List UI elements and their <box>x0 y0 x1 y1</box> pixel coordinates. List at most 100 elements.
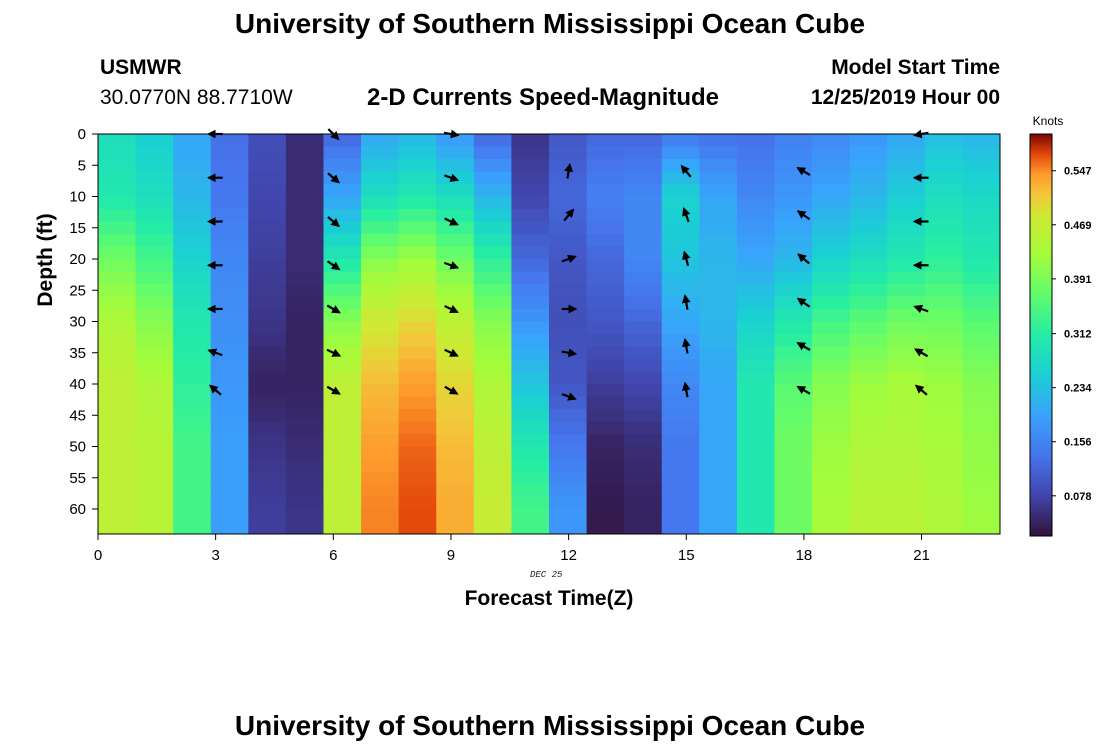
heatmap-cell <box>511 421 550 435</box>
heatmap-cell <box>248 396 287 410</box>
heatmap-cell <box>248 159 287 172</box>
heatmap-cell <box>98 234 137 247</box>
heatmap-cell <box>436 234 475 247</box>
heatmap-cell <box>361 334 400 347</box>
heatmap-cell <box>812 496 851 510</box>
heatmap-cell <box>736 196 775 210</box>
heatmap-cell <box>586 134 625 147</box>
heatmap-cell <box>924 371 963 385</box>
heatmap-cell <box>812 396 851 410</box>
heatmap-cell <box>812 359 851 372</box>
heatmap-cell <box>736 409 775 422</box>
heatmap-cell <box>473 171 512 185</box>
heatmap-cell <box>549 334 588 347</box>
heatmap-cell <box>962 221 1001 235</box>
heatmap-cell <box>887 234 926 247</box>
heatmap-cell <box>774 321 813 335</box>
heatmap-cell <box>135 484 174 497</box>
heatmap-cell <box>549 296 588 310</box>
heatmap-cell <box>248 359 287 372</box>
current-vector-arrow <box>913 304 929 314</box>
heatmap-cell <box>173 509 212 522</box>
heatmap-cell <box>98 471 137 485</box>
heatmap-cell <box>135 296 174 310</box>
heatmap-cell <box>586 184 625 197</box>
heatmap-cell <box>586 496 625 510</box>
colorbar-tick-label: 0.234 <box>1064 383 1092 395</box>
heatmap-cell <box>511 459 550 472</box>
heatmap-cell <box>924 446 963 460</box>
heatmap-cell <box>962 321 1001 335</box>
heatmap-cell <box>549 134 588 147</box>
current-vector-arrow <box>913 348 929 358</box>
heatmap-cell <box>210 409 249 422</box>
heatmap-cell <box>849 284 888 297</box>
heatmap-cell <box>173 346 212 360</box>
heatmap-cell <box>173 371 212 385</box>
heatmap-cell <box>98 146 137 160</box>
heatmap-cell <box>774 459 813 472</box>
heatmap-cell <box>549 246 588 260</box>
heatmap-cell <box>586 296 625 310</box>
current-vector-arrow <box>914 384 928 396</box>
heatmap-cell <box>398 271 437 285</box>
heatmap-cell <box>699 171 738 185</box>
heatmap-cell <box>398 234 437 247</box>
heatmap-cell <box>624 371 663 385</box>
heatmap-cell <box>586 359 625 372</box>
heatmap-cell <box>210 259 249 272</box>
heatmap-cell <box>924 496 963 510</box>
heatmap-cell <box>962 371 1001 385</box>
heatmap-cell <box>699 159 738 172</box>
heatmap-cell <box>398 146 437 160</box>
page-title-repeat: University of Southern Mississippi Ocean… <box>234 710 866 741</box>
heatmap-cell <box>173 434 212 447</box>
heatmap-cell <box>361 221 400 235</box>
heatmap-cell <box>849 446 888 460</box>
heatmap-cell <box>473 484 512 497</box>
heatmap-cell <box>285 171 324 185</box>
heatmap-cell <box>361 471 400 485</box>
heatmap-cell <box>323 496 362 510</box>
heatmap-cell <box>98 396 137 410</box>
heatmap-cell <box>511 309 550 322</box>
heatmap-cell <box>398 209 437 222</box>
x-axis-label: Forecast Time(Z) <box>465 587 634 610</box>
heatmap-cell <box>285 234 324 247</box>
heatmap-cell <box>812 346 851 360</box>
heatmap-cell <box>661 384 700 397</box>
y-tick-label: 0 <box>78 126 86 143</box>
heatmap-cell <box>624 496 663 510</box>
y-tick-label: 45 <box>69 407 86 424</box>
heatmap-cell <box>661 296 700 310</box>
heatmap-cell <box>924 259 963 272</box>
heatmap-cell <box>699 259 738 272</box>
heatmap-cell <box>436 471 475 485</box>
heatmap-cell <box>285 221 324 235</box>
heatmap-cell <box>173 271 212 285</box>
heatmap-cell <box>887 434 926 447</box>
heatmap-cell <box>135 321 174 335</box>
heatmap-cell <box>323 221 362 235</box>
heatmap-cell <box>624 159 663 172</box>
heatmap-cell <box>173 521 212 535</box>
heatmap-cell <box>624 134 663 147</box>
heatmap-cell <box>661 234 700 247</box>
heatmap-cell <box>774 384 813 397</box>
heatmap-cell <box>736 371 775 385</box>
y-tick-label: 10 <box>69 189 86 206</box>
heatmap-cell <box>962 296 1001 310</box>
heatmap-cell <box>210 284 249 297</box>
heatmap-cell <box>361 196 400 210</box>
heatmap-cell <box>849 309 888 322</box>
heatmap-cell <box>98 446 137 460</box>
heatmap-cell <box>436 321 475 335</box>
heatmap-cell <box>624 421 663 435</box>
heatmap-cell <box>135 184 174 197</box>
heatmap-cell <box>323 184 362 197</box>
heatmap-cell <box>849 434 888 447</box>
heatmap-cell <box>473 134 512 147</box>
heatmap-cell <box>135 371 174 385</box>
heatmap-cell <box>323 196 362 210</box>
heatmap-cell <box>736 309 775 322</box>
